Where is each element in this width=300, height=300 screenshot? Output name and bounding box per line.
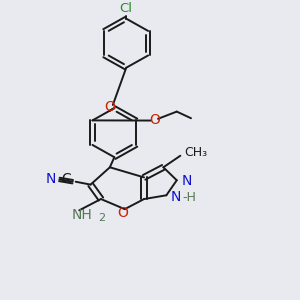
Text: CH₃: CH₃ — [184, 146, 207, 159]
Text: -H: -H — [182, 190, 196, 203]
Text: Cl: Cl — [120, 2, 133, 16]
Text: O: O — [104, 100, 115, 114]
Text: C: C — [61, 172, 71, 186]
Text: O: O — [149, 113, 160, 127]
Text: NH: NH — [72, 208, 93, 223]
Text: 2: 2 — [98, 213, 105, 224]
Text: N: N — [170, 190, 181, 204]
Text: N: N — [181, 174, 192, 188]
Text: N: N — [45, 172, 56, 186]
Text: O: O — [117, 206, 128, 220]
